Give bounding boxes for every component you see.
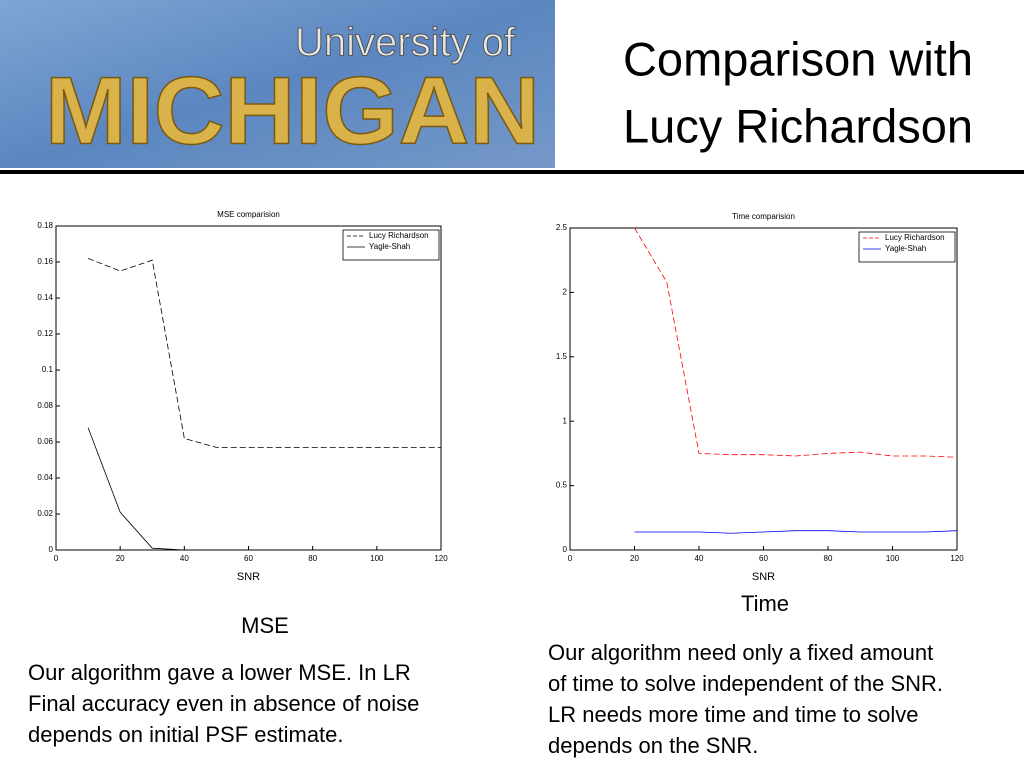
y-tick-label: 0.12 <box>37 329 53 338</box>
legend-label: Lucy Richardson <box>369 231 429 240</box>
y-tick-label: 0.1 <box>42 365 54 374</box>
legend-label: Yagle-Shah <box>369 242 410 251</box>
chart-title: MSE comparision <box>217 210 280 219</box>
caption: MSE <box>241 613 289 638</box>
data-line <box>634 530 958 534</box>
paragraph-line: of time to solve independent of the SNR. <box>548 671 943 696</box>
y-tick-label: 0.5 <box>556 481 568 490</box>
y-tick-label: 1 <box>563 416 568 425</box>
legend-label: Yagle-Shah <box>885 244 926 253</box>
x-tick-label: 40 <box>695 554 704 563</box>
x-tick-label: 60 <box>244 554 253 563</box>
paragraph-line: LR needs more time and time to solve <box>548 702 919 727</box>
x-tick-label: 80 <box>308 554 317 563</box>
y-tick-label: 0 <box>563 545 568 554</box>
x-tick-label: 100 <box>886 554 900 563</box>
y-tick-label: 0.14 <box>37 293 53 302</box>
x-tick-label: 100 <box>370 554 384 563</box>
x-tick-label: 120 <box>434 554 448 563</box>
y-tick-label: 2 <box>563 288 568 297</box>
logo-text: University of <box>295 21 516 65</box>
data-line <box>634 227 958 458</box>
plot-area <box>569 227 958 551</box>
plot-area <box>55 225 442 551</box>
legend-box <box>342 229 440 261</box>
x-tick-label: 0 <box>54 554 59 563</box>
paragraph-line: Final accuracy even in absence of noise <box>28 691 419 716</box>
logo-background <box>0 0 555 168</box>
paragraph-line: Our algorithm need only a fixed amount <box>548 640 933 665</box>
paragraph-line: depends on initial PSF estimate. <box>28 722 344 747</box>
x-tick-label: 60 <box>759 554 768 563</box>
paragraph-line: depends on the SNR. <box>548 733 758 758</box>
y-tick-label: 2.5 <box>556 223 568 232</box>
header-rule <box>0 170 1024 174</box>
x-tick-label: 20 <box>630 554 639 563</box>
x-axis-label: SNR <box>237 571 260 583</box>
y-tick-label: 0.04 <box>37 473 53 482</box>
x-axis-label: SNR <box>752 571 775 583</box>
logo-text: MICHIGAN <box>45 57 540 164</box>
slide-title: Comparison with <box>623 32 973 85</box>
y-tick-label: 0.18 <box>37 221 53 230</box>
y-tick-label: 0.02 <box>37 509 53 518</box>
slide-title: Lucy Richardson <box>623 99 973 152</box>
x-tick-label: 80 <box>824 554 833 563</box>
y-tick-label: 0 <box>49 545 54 554</box>
x-tick-label: 120 <box>950 554 964 563</box>
legend-box <box>858 231 956 263</box>
y-tick-label: 0.16 <box>37 257 53 266</box>
x-tick-label: 0 <box>568 554 573 563</box>
legend-label: Lucy Richardson <box>885 233 945 242</box>
data-line <box>87 427 441 551</box>
y-tick-label: 0.08 <box>37 401 53 410</box>
chart-title: Time comparision <box>732 212 795 221</box>
x-tick-label: 40 <box>180 554 189 563</box>
caption: Time <box>741 591 789 616</box>
x-tick-label: 20 <box>116 554 125 563</box>
y-tick-label: 1.5 <box>556 352 568 361</box>
paragraph-line: Our algorithm gave a lower MSE. In LR <box>28 660 411 685</box>
y-tick-label: 0.06 <box>37 437 53 446</box>
